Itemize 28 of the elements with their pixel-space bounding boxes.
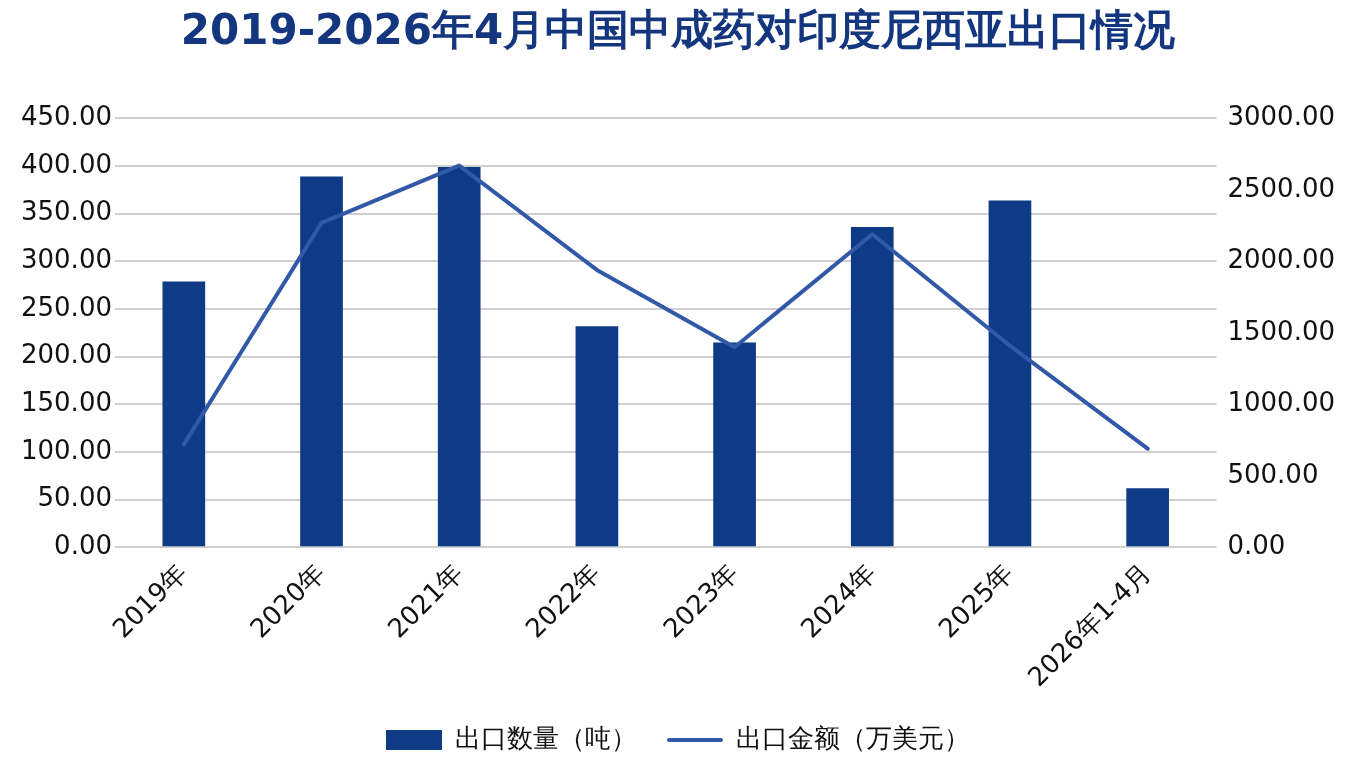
- y-tick-label: 350.00: [20, 196, 112, 227]
- bar: [437, 167, 481, 547]
- bar: [575, 326, 619, 547]
- bar: [850, 227, 894, 547]
- y2-tick-label: 2000.00: [1227, 244, 1336, 275]
- y-tick-label: 300.00: [20, 244, 112, 275]
- bar: [713, 342, 756, 547]
- y2-tick-label: 2500.00: [1227, 172, 1336, 203]
- y-tick-label: 250.00: [20, 291, 112, 322]
- y2-tick-label: 0.00: [1227, 530, 1286, 561]
- y2-tick-label: 1500.00: [1227, 315, 1336, 346]
- y-tick-label: 0.00: [54, 530, 112, 561]
- y-tick-label: 150.00: [20, 387, 112, 418]
- y2-tick-label: 500.00: [1227, 458, 1319, 489]
- y-tick-label: 200.00: [20, 339, 112, 370]
- y-tick-label: 450.00: [20, 101, 112, 132]
- legend-label: 出口数量（吨）: [455, 722, 637, 753]
- y2-tick-label: 1000.00: [1227, 387, 1336, 418]
- bar: [162, 281, 206, 547]
- bar: [1126, 488, 1169, 547]
- legend-label: 出口金额（万美元）: [736, 722, 970, 753]
- chart-title: 2019-2026年4月中国中成药对印度尼西亚出口情况: [180, 5, 1176, 55]
- y-tick-label: 400.00: [20, 148, 112, 179]
- bar: [300, 176, 343, 547]
- y-tick-label: 100.00: [20, 434, 112, 465]
- y2-tick-label: 3000.00: [1227, 101, 1336, 132]
- y-tick-label: 50.00: [37, 482, 112, 513]
- bar: [988, 200, 1032, 547]
